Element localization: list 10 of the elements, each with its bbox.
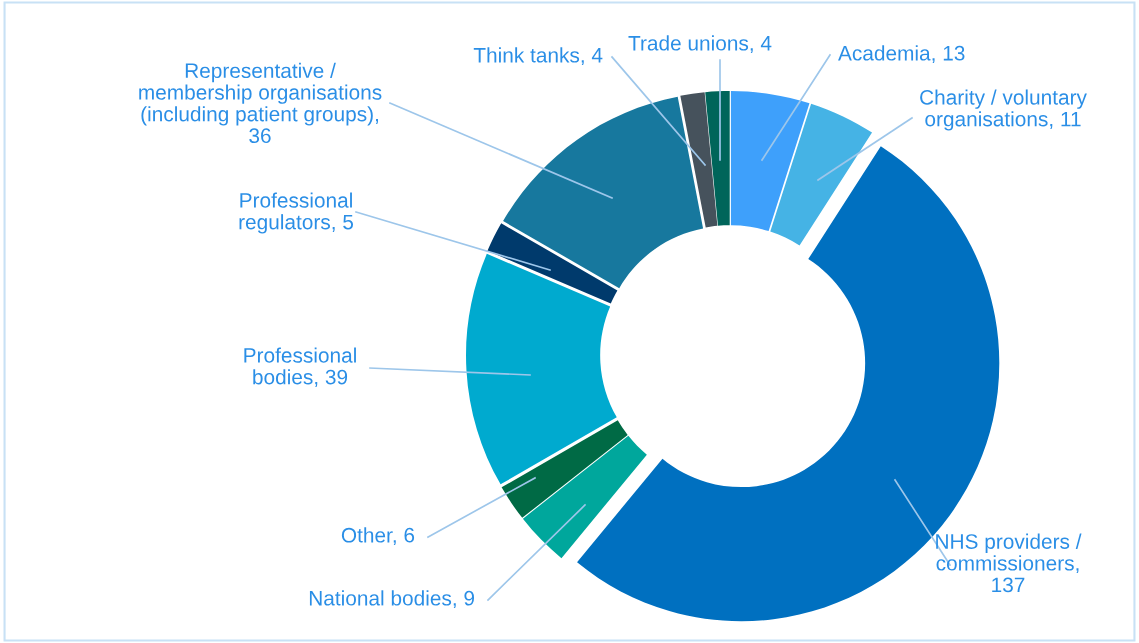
slice-label: Think tanks, 4 bbox=[473, 47, 603, 66]
slice-label: Professional regulators, 5 bbox=[239, 192, 354, 234]
slice-label: Charity / voluntary organisations, 11 bbox=[920, 89, 1087, 131]
slice-label: Representative / membership organisations (including patient groups), 36 bbox=[139, 62, 382, 144]
slice-label: NHS providers / commissioners, 137 bbox=[936, 533, 1082, 593]
slice-label: National bodies, 9 bbox=[309, 590, 475, 609]
slice-label: Academia, 13 bbox=[838, 45, 965, 64]
slice-label: Trade unions, 4 bbox=[628, 35, 772, 54]
slice-label: Professional bodies, 39 bbox=[244, 347, 356, 387]
slice-label: Other, 6 bbox=[341, 527, 415, 546]
